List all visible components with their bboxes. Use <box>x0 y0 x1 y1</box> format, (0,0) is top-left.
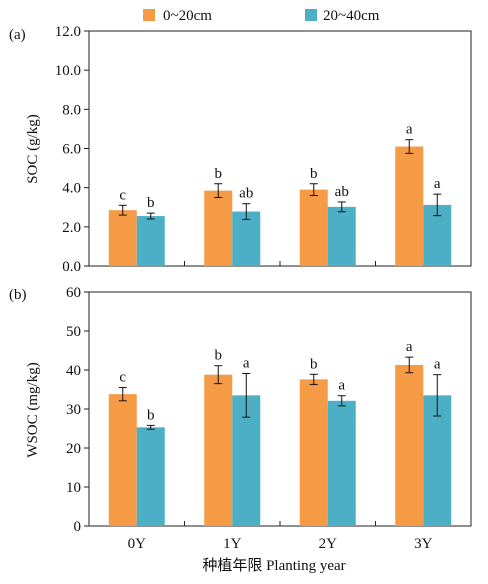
soc-errorbar-0-20cm-1Y <box>214 183 223 198</box>
wsoc-bar-0-20cm-3Y <box>395 364 424 526</box>
wsoc-ytick-label: 50 <box>66 324 81 340</box>
soc-bar-0-20cm-0Y <box>108 210 137 266</box>
legend-label-20-40cm: 20~40cm <box>323 8 380 24</box>
wsoc-sig-letter-20-40cm-2Y: a <box>338 378 345 394</box>
soc-sig-letter-0-20cm-0Y: c <box>119 187 126 203</box>
wsoc-ytick-label: 10 <box>66 480 81 496</box>
wsoc-ytick-label: 20 <box>66 441 81 457</box>
soc-ytick-label: 12.0 <box>55 24 81 40</box>
soc-sig-letter-20-40cm-1Y: ab <box>239 186 253 202</box>
wsoc-errorbar-0-20cm-1Y <box>214 365 223 385</box>
wsoc-ytick-label: 0 <box>74 519 82 535</box>
soc-errorbar-20-40cm-1Y <box>242 203 251 220</box>
soc-sig-letter-0-20cm-3Y: a <box>406 122 413 138</box>
wsoc-ytick-label: 60 <box>66 285 81 301</box>
soc-sig-letter-20-40cm-0Y: b <box>147 195 155 211</box>
wsoc-sig-letter-0-20cm-3Y: a <box>406 339 413 355</box>
panel-b-ylabel: WSOC (mg/kg) <box>25 362 41 457</box>
soc-bar-0-20cm-3Y <box>395 146 424 266</box>
panel-b-label: (b) <box>9 287 27 303</box>
wsoc-errorbar-0-20cm-0Y <box>118 387 127 402</box>
wsoc-xtick-label: 0Y <box>128 536 147 552</box>
wsoc-sig-letter-0-20cm-2Y: b <box>310 356 318 372</box>
wsoc-bar-0-20cm-2Y <box>299 379 328 526</box>
soc-sig-letter-0-20cm-1Y: b <box>215 166 223 182</box>
wsoc-xtick-label: 3Y <box>414 536 433 552</box>
soc-ytick-label: 2.0 <box>62 220 81 236</box>
wsoc-errorbar-20-40cm-2Y <box>337 395 346 407</box>
wsoc-bar-20-40cm-3Y <box>423 395 452 526</box>
soc-sig-letter-0-20cm-2Y: b <box>310 166 318 182</box>
legend-swatch-20-40cm <box>305 9 317 21</box>
wsoc-sig-letter-20-40cm-0Y: b <box>147 407 155 423</box>
soc-ytick-label: 0.0 <box>62 259 81 275</box>
wsoc-bar-0-20cm-1Y <box>204 374 233 526</box>
panel-a-ylabel: SOC (g/kg) <box>25 114 41 184</box>
panel-b-marks: 0 10 20 30 40 50 60 0Y c b 1Y b a 2Y b a 3Y a a <box>66 285 452 552</box>
soc-errorbar-20-40cm-0Y <box>146 212 155 220</box>
panel-a-label: (a) <box>9 27 26 43</box>
wsoc-xtick-label: 2Y <box>319 536 338 552</box>
wsoc-errorbar-20-40cm-1Y <box>242 373 251 418</box>
soc-bar-0-20cm-1Y <box>204 190 233 266</box>
legend: 0~20cm 20~40cm <box>143 8 380 24</box>
soc-bar-20-40cm-1Y <box>232 211 261 266</box>
wsoc-bar-0-20cm-0Y <box>108 394 137 526</box>
soc-errorbar-0-20cm-0Y <box>118 204 127 216</box>
wsoc-bar-20-40cm-2Y <box>327 400 356 526</box>
wsoc-errorbar-20-40cm-3Y <box>433 374 442 417</box>
soc-errorbar-20-40cm-2Y <box>337 201 346 213</box>
wsoc-errorbar-20-40cm-0Y <box>146 424 155 430</box>
legend-swatch-0-20cm <box>143 9 155 21</box>
wsoc-sig-letter-20-40cm-1Y: a <box>243 356 250 372</box>
soc-errorbar-0-20cm-3Y <box>405 139 414 154</box>
soc-bar-20-40cm-2Y <box>327 206 356 266</box>
wsoc-xtick-label: 1Y <box>223 536 242 552</box>
wsoc-errorbar-0-20cm-2Y <box>309 373 318 385</box>
wsoc-bar-20-40cm-0Y <box>136 427 165 526</box>
soc-sig-letter-20-40cm-2Y: ab <box>335 184 349 200</box>
wsoc-ytick-label: 30 <box>66 402 81 418</box>
wsoc-sig-letter-0-20cm-0Y: c <box>119 370 126 386</box>
soc-sig-letter-20-40cm-3Y: a <box>434 176 441 192</box>
legend-label-0-20cm: 0~20cm <box>163 8 212 24</box>
soc-errorbar-0-20cm-2Y <box>309 183 318 196</box>
soc-ytick-label: 4.0 <box>62 181 81 197</box>
x-axis-title: 种植年限 Planting year <box>202 557 345 574</box>
soc-bar-0-20cm-2Y <box>299 189 328 266</box>
soc-bar-20-40cm-0Y <box>136 216 165 266</box>
wsoc-sig-letter-20-40cm-3Y: a <box>434 357 441 373</box>
soc-ytick-label: 6.0 <box>62 142 81 158</box>
wsoc-errorbar-0-20cm-3Y <box>405 356 414 374</box>
soc-ytick-label: 10.0 <box>55 63 81 79</box>
soc-ytick-label: 8.0 <box>62 102 81 118</box>
wsoc-ytick-label: 40 <box>66 363 81 379</box>
soc-errorbar-20-40cm-3Y <box>433 193 442 217</box>
wsoc-sig-letter-0-20cm-1Y: b <box>215 348 223 364</box>
